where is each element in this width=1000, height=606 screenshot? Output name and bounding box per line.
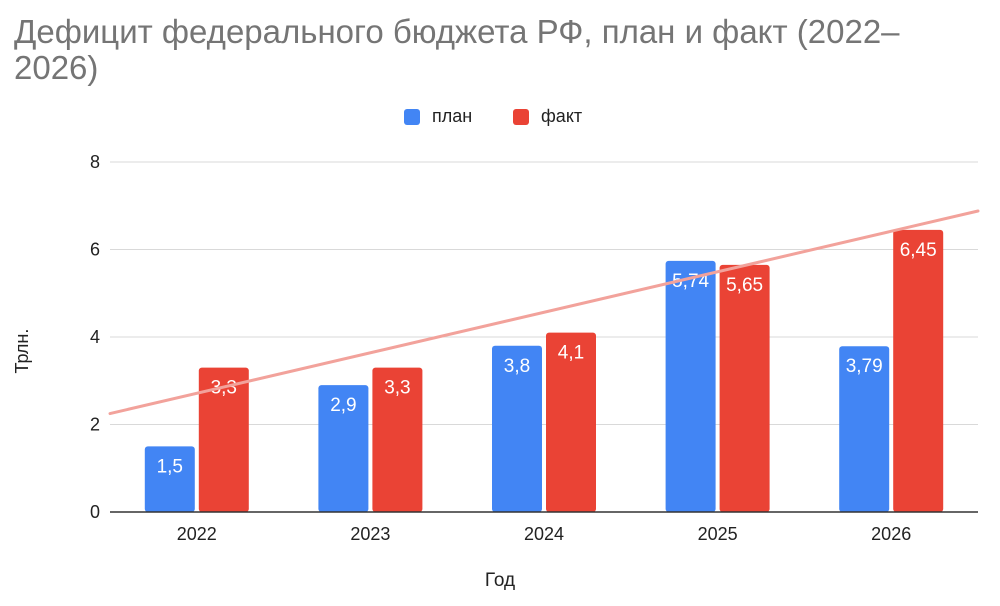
bar-fact: [719, 264, 770, 512]
y-tick-label: 8: [90, 152, 100, 172]
bar-plan: [665, 260, 716, 512]
bar-value-label: 6,45: [900, 240, 937, 261]
bar-value-label: 3,3: [384, 378, 410, 399]
x-tick-label: 2023: [350, 524, 390, 544]
x-tick-label: 2024: [524, 524, 564, 544]
chart-title: Дефицит федерального бюджета РФ, план и …: [14, 13, 900, 86]
bar-fact: [546, 332, 596, 512]
bar-plan: [144, 446, 195, 512]
y-tick-label: 2: [90, 415, 100, 435]
legend-item-plan: план: [404, 106, 472, 127]
x-tick-label: 2025: [698, 524, 738, 544]
bar-value-label: 3,8: [504, 356, 530, 377]
bar-fact: [198, 367, 249, 512]
bar-value-label: 2,9: [330, 395, 356, 416]
x-tick-label: 2026: [871, 524, 911, 544]
legend-swatch-fact: [513, 108, 529, 125]
bar-value-label: 1,5: [157, 456, 183, 477]
legend-swatch-plan: [404, 108, 420, 125]
x-tick-label: 2022: [177, 524, 217, 544]
legend: план факт: [0, 106, 1000, 136]
bar-fact: [893, 229, 944, 512]
y-tick-label: 0: [90, 502, 100, 522]
trendline: [108, 209, 980, 416]
bar-plan: [839, 346, 890, 512]
legend-label-fact: факт: [541, 106, 583, 126]
bar-plan: [492, 345, 542, 512]
x-axis-label: Год: [484, 570, 516, 591]
bar-value-label: 4,1: [558, 343, 584, 364]
legend-label-plan: план: [432, 106, 473, 126]
legend-item-fact: факт: [513, 106, 582, 127]
bar-fact: [372, 367, 423, 512]
bar-plan: [318, 385, 369, 512]
bar-value-label: 5,65: [726, 275, 763, 296]
bar-value-label: 3,79: [846, 356, 883, 377]
y-tick-label: 6: [90, 240, 100, 260]
y-tick-label: 4: [90, 327, 100, 347]
